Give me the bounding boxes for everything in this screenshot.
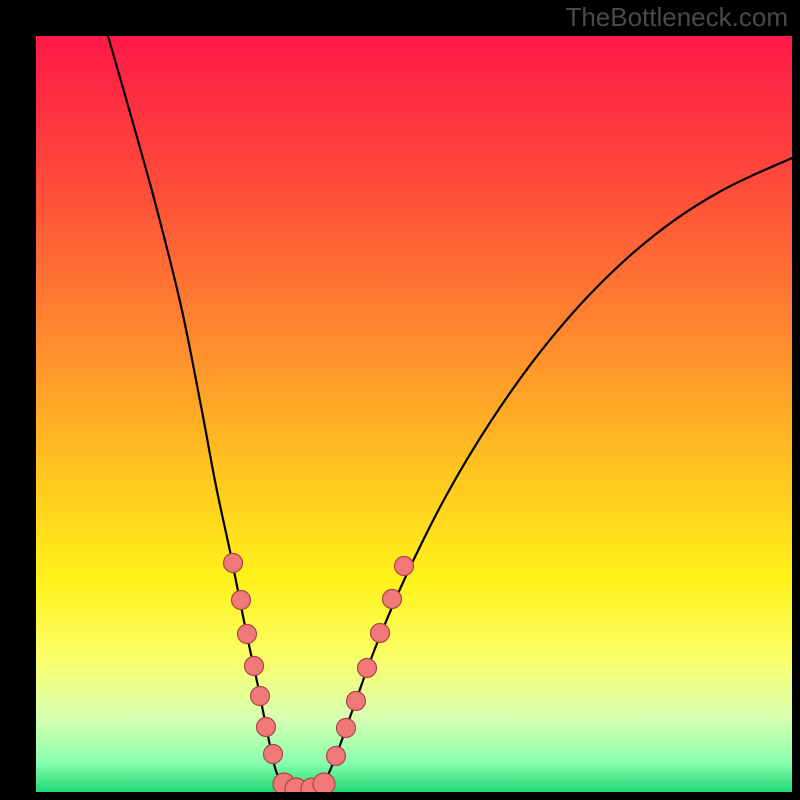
watermark-text: TheBottleneck.com: [565, 2, 788, 33]
data-marker: [313, 773, 335, 792]
data-marker: [327, 747, 346, 766]
chart-svg-overlay: [36, 36, 792, 792]
data-marker: [257, 718, 276, 737]
data-marker: [264, 745, 283, 764]
data-marker: [232, 591, 251, 610]
data-marker: [383, 590, 402, 609]
data-marker: [337, 719, 356, 738]
data-marker: [238, 625, 257, 644]
data-marker: [251, 687, 270, 706]
chart-canvas: TheBottleneck.com: [0, 0, 800, 800]
data-marker: [224, 554, 243, 573]
curve-right: [324, 158, 792, 784]
data-marker: [371, 624, 390, 643]
data-marker: [347, 692, 366, 711]
data-marker: [358, 659, 377, 678]
data-marker: [395, 557, 414, 576]
plot-area: [36, 36, 792, 792]
data-marker: [245, 657, 264, 676]
